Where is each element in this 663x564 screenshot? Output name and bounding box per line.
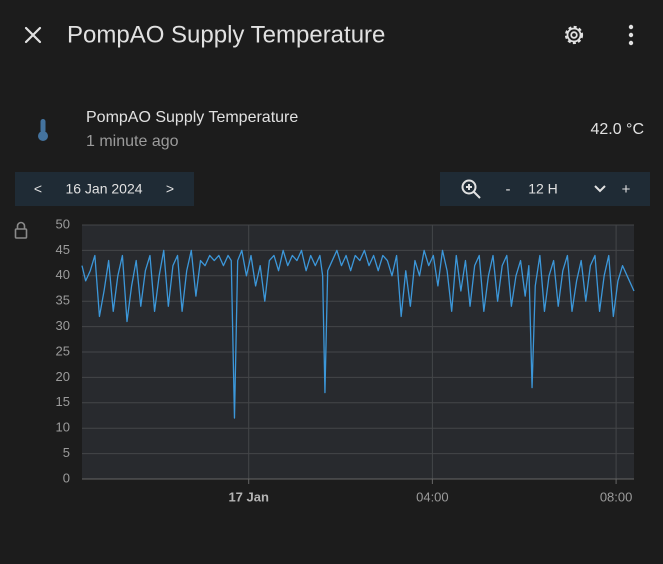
data-line: [81, 249, 635, 419]
plus-button[interactable]: +: [622, 181, 631, 198]
thermometer-icon: [38, 119, 48, 141]
x-tick-label: 08:00: [600, 489, 633, 504]
y-tick-label: 45: [56, 242, 70, 257]
dialog-title: PompAO Supply Temperature: [67, 21, 385, 48]
last-changed: 1 minute ago: [86, 133, 179, 150]
prev-button[interactable]: <: [34, 181, 42, 197]
x-tick-label: 17 Jan: [228, 489, 269, 504]
date-picker: [15, 172, 194, 206]
y-tick-label: 40: [56, 267, 70, 282]
menu-button[interactable]: [628, 24, 634, 46]
zoom-button[interactable]: [461, 179, 481, 199]
y-tick-label: 20: [56, 369, 70, 384]
y-tick-label: 50: [56, 216, 70, 231]
lock-icon[interactable]: [14, 221, 28, 239]
y-tick-label: 15: [56, 394, 70, 409]
entity-name: PompAO Supply Temperature: [86, 109, 298, 126]
y-tick-label: 35: [56, 293, 70, 308]
settings-button[interactable]: [564, 25, 584, 45]
dropdown-chevron[interactable]: [594, 185, 606, 193]
y-tick-label: 10: [56, 420, 70, 435]
minus-button[interactable]: -: [506, 181, 511, 198]
chart: 0 5 10 15 20 25 30 35 40 45 50 17 Jan 04:00 08:00: [56, 216, 635, 504]
close-button[interactable]: [24, 26, 42, 44]
x-tick-label: 04:00: [416, 489, 449, 504]
range-select[interactable]: 12 H: [528, 181, 558, 197]
next-button[interactable]: >: [166, 181, 174, 197]
entity-state: 42.0 °C: [590, 121, 644, 138]
y-tick-label: 30: [56, 318, 70, 333]
date-label[interactable]: 16 Jan 2024: [65, 181, 142, 197]
y-tick-label: 5: [63, 445, 70, 460]
y-tick-label: 0: [63, 470, 70, 485]
y-tick-label: 25: [56, 343, 70, 358]
